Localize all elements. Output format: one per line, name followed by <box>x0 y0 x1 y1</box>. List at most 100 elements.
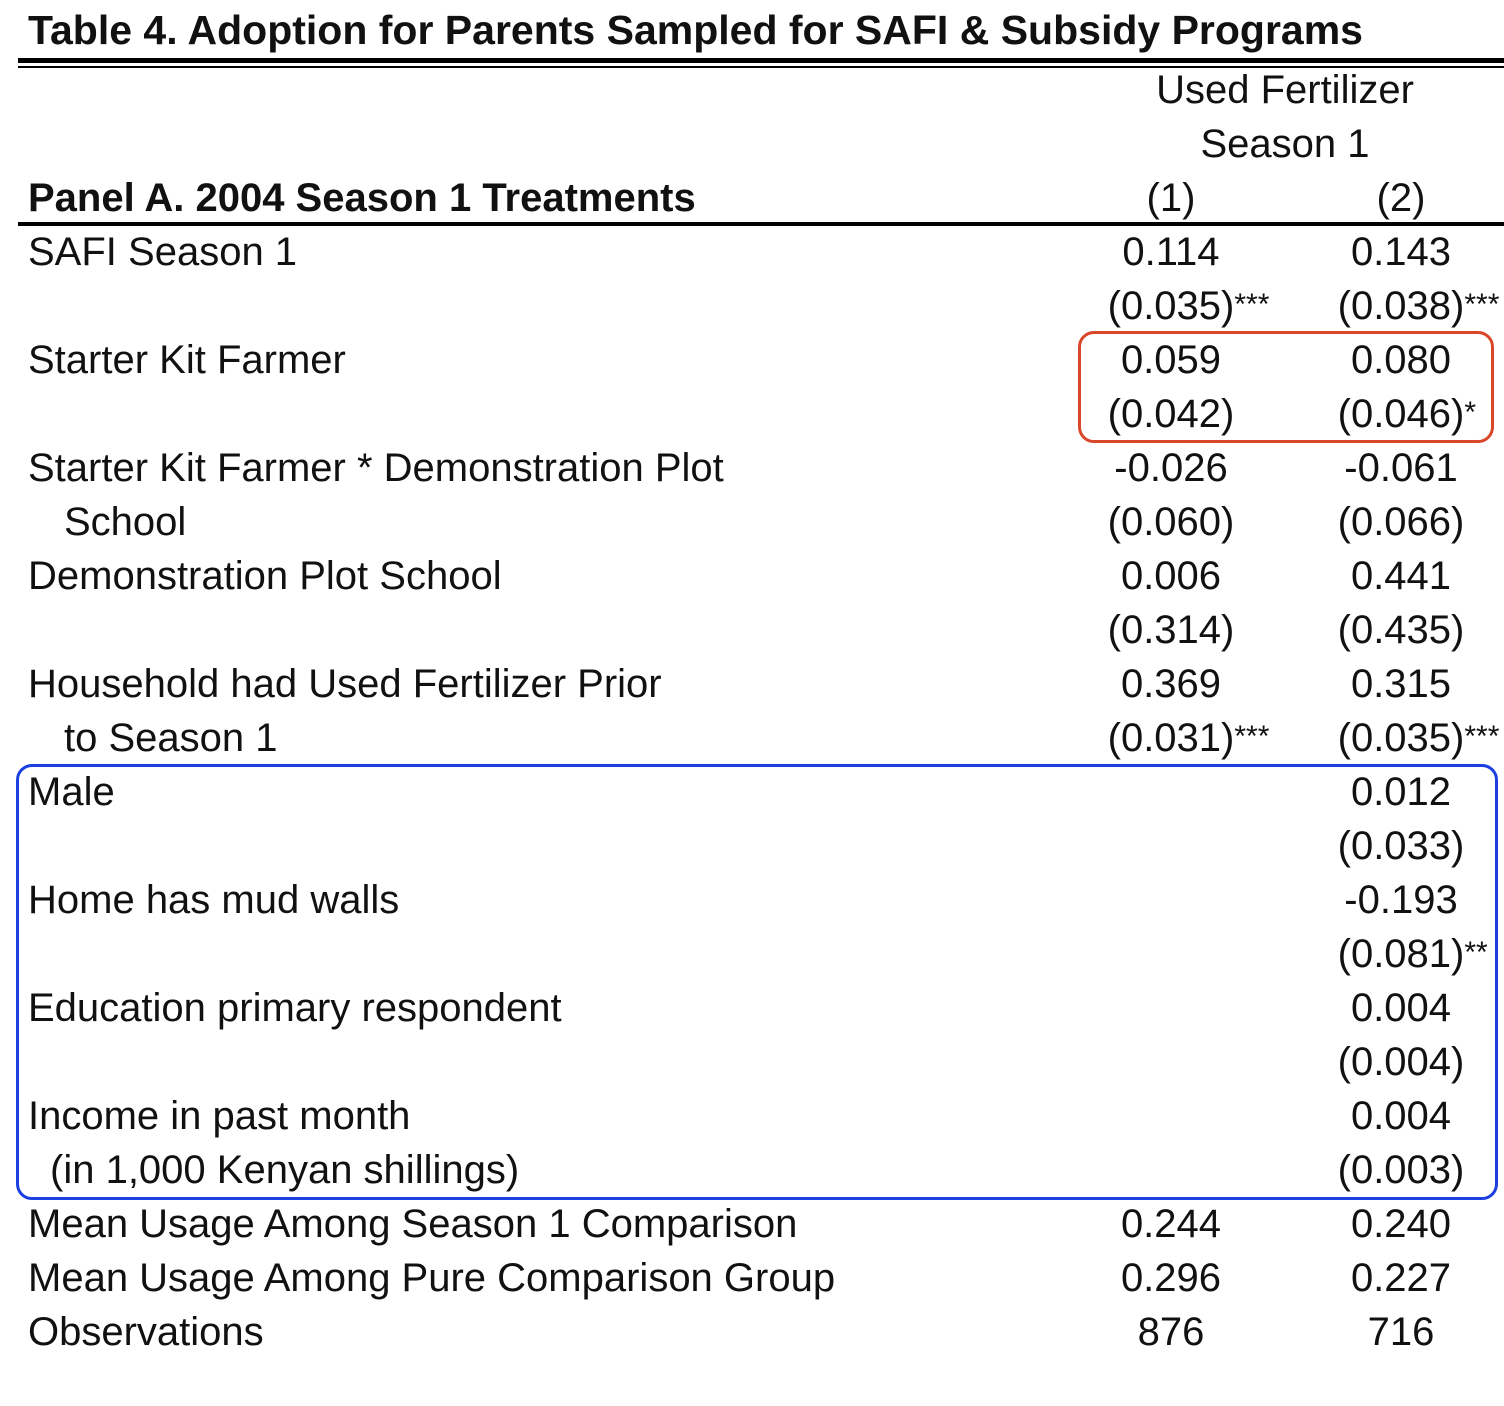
title-rule-thick <box>18 58 1504 63</box>
coefficient: 0.114 <box>1122 230 1220 274</box>
cell-col2: (0.003) <box>1290 1143 1504 1197</box>
coefficient: 0.369 <box>1120 662 1222 706</box>
cell-col1: 0.296 <box>1060 1251 1282 1305</box>
standard-error: (0.038) <box>1337 284 1465 328</box>
table-row: (0.035) *** (0.038) *** <box>0 279 1504 333</box>
table-row: (0.004) <box>0 1035 1504 1089</box>
summary-value: 876 <box>1137 1310 1205 1354</box>
significance-stars: *** <box>1464 720 1500 753</box>
table-row: Male 0.012 <box>0 765 1504 819</box>
standard-error: (0.035) <box>1107 284 1235 328</box>
row-label: Male <box>28 770 115 814</box>
table-title: Table 4. Adoption for Parents Sampled fo… <box>28 7 1363 53</box>
row-label: to Season 1 <box>64 716 278 760</box>
row-label: Income in past month <box>28 1094 411 1138</box>
cell-col2: 0.240 <box>1290 1197 1504 1251</box>
row-label: Education primary respondent <box>28 986 562 1030</box>
cell-col2: (0.038) *** <box>1290 279 1504 333</box>
coefficient: 0.315 <box>1350 662 1452 706</box>
standard-error: (0.035) <box>1337 716 1465 760</box>
summary-value: 0.227 <box>1350 1256 1452 1300</box>
cell-col1: 0.006 <box>1060 549 1282 603</box>
cell-col2: (0.004) <box>1290 1035 1504 1089</box>
standard-error: (0.314) <box>1107 608 1235 652</box>
cell-col1: (0.314) <box>1060 603 1282 657</box>
row-label: Mean Usage Among Season 1 Comparison <box>28 1202 798 1246</box>
table-row: Education primary respondent 0.004 <box>0 981 1504 1035</box>
standard-error: (0.031) <box>1107 716 1235 760</box>
coefficient: 0.006 <box>1120 554 1222 598</box>
summary-value: 0.244 <box>1120 1202 1222 1246</box>
table-row: Mean Usage Among Season 1 Comparison 0.2… <box>0 1197 1504 1251</box>
table-row: to Season 1 (0.031) *** (0.035) *** <box>0 711 1504 765</box>
cell-col1: 0.059 <box>1060 333 1282 387</box>
cell-col1: 0.114 <box>1060 225 1282 279</box>
cell-col1: (0.031) *** <box>1060 711 1282 765</box>
cell-col2: 0.012 <box>1290 765 1504 819</box>
significance-stars: *** <box>1234 288 1270 321</box>
starter-kit-highlight-box <box>1078 331 1494 443</box>
row-label: School <box>64 500 187 544</box>
controls-highlight-box <box>16 764 1498 1200</box>
coefficient: 0.143 <box>1350 230 1452 274</box>
significance-stars: *** <box>1234 720 1270 753</box>
standard-error: (0.066) <box>1337 500 1465 544</box>
cell-col2: -0.061 <box>1290 441 1504 495</box>
standard-error: (0.042) <box>1107 392 1235 436</box>
cell-col2: -0.193 <box>1290 873 1504 927</box>
cell-col2: 0.004 <box>1290 981 1504 1035</box>
row-label: Starter Kit Farmer * Demonstration Plot <box>28 446 724 490</box>
cell-col2: (0.066) <box>1290 495 1504 549</box>
coefficient: 0.004 <box>1350 1094 1452 1138</box>
table-row: (0.042) (0.046) * <box>0 387 1504 441</box>
table-row: Observations 876 716 <box>0 1305 1504 1359</box>
coefficient: -0.026 <box>1114 446 1228 490</box>
row-label: Starter Kit Farmer <box>28 338 346 382</box>
row-label: Household had Used Fertilizer Prior <box>28 662 662 706</box>
significance-stars: *** <box>1464 288 1500 321</box>
table-row: SAFI Season 1 0.114 0.143 <box>0 225 1504 279</box>
significance-stars: ** <box>1464 936 1488 969</box>
coefficient: 0.059 <box>1120 338 1222 382</box>
table-row: Demonstration Plot School 0.006 0.441 <box>0 549 1504 603</box>
column-header-2: (2) <box>1376 176 1426 220</box>
cell-col1: (0.060) <box>1060 495 1282 549</box>
table-row: (in 1,000 Kenyan shillings) (0.003) <box>0 1143 1504 1197</box>
table-row: Mean Usage Among Pure Comparison Group 0… <box>0 1251 1504 1305</box>
cell-col2: (0.035) *** <box>1290 711 1504 765</box>
cell-col2: 0.315 <box>1290 657 1504 711</box>
summary-value: 0.296 <box>1120 1256 1222 1300</box>
cell-col1: (0.042) <box>1060 387 1282 441</box>
coefficient: 0.441 <box>1350 554 1452 598</box>
title-rule-thin <box>18 66 1504 68</box>
coefficient: 0.004 <box>1350 986 1452 1030</box>
standard-error: (0.004) <box>1337 1040 1465 1084</box>
table-row: (0.314) (0.435) <box>0 603 1504 657</box>
cell-col1: -0.026 <box>1060 441 1282 495</box>
standard-error: (0.060) <box>1107 500 1235 544</box>
cell-col2: 0.441 <box>1290 549 1504 603</box>
standard-error: (0.003) <box>1337 1148 1465 1192</box>
cell-col1: 876 <box>1060 1305 1282 1359</box>
row-label: Home has mud walls <box>28 878 400 922</box>
table-row: (0.081) ** <box>0 927 1504 981</box>
cell-col1: 0.369 <box>1060 657 1282 711</box>
cell-col1: 0.244 <box>1060 1197 1282 1251</box>
summary-value: 0.240 <box>1350 1202 1452 1246</box>
cell-col1: (0.035) *** <box>1060 279 1282 333</box>
table-row: School (0.060) (0.066) <box>0 495 1504 549</box>
table-row: Starter Kit Farmer * Demonstration Plot … <box>0 441 1504 495</box>
cell-col2: 0.004 <box>1290 1089 1504 1143</box>
cell-col2: 716 <box>1290 1305 1504 1359</box>
table-row: Income in past month 0.004 <box>0 1089 1504 1143</box>
coefficient: 0.012 <box>1350 770 1452 814</box>
header-rule <box>18 222 1504 226</box>
dependent-variable-line2: Season 1 <box>1200 122 1370 166</box>
summary-value: 716 <box>1367 1310 1435 1354</box>
standard-error: (0.046) <box>1337 392 1465 436</box>
table-row: Starter Kit Farmer 0.059 0.080 <box>0 333 1504 387</box>
standard-error: (0.033) <box>1337 824 1465 868</box>
standard-error: (0.081) <box>1337 932 1465 976</box>
cell-col2: 0.143 <box>1290 225 1504 279</box>
cell-col2: 0.227 <box>1290 1251 1504 1305</box>
